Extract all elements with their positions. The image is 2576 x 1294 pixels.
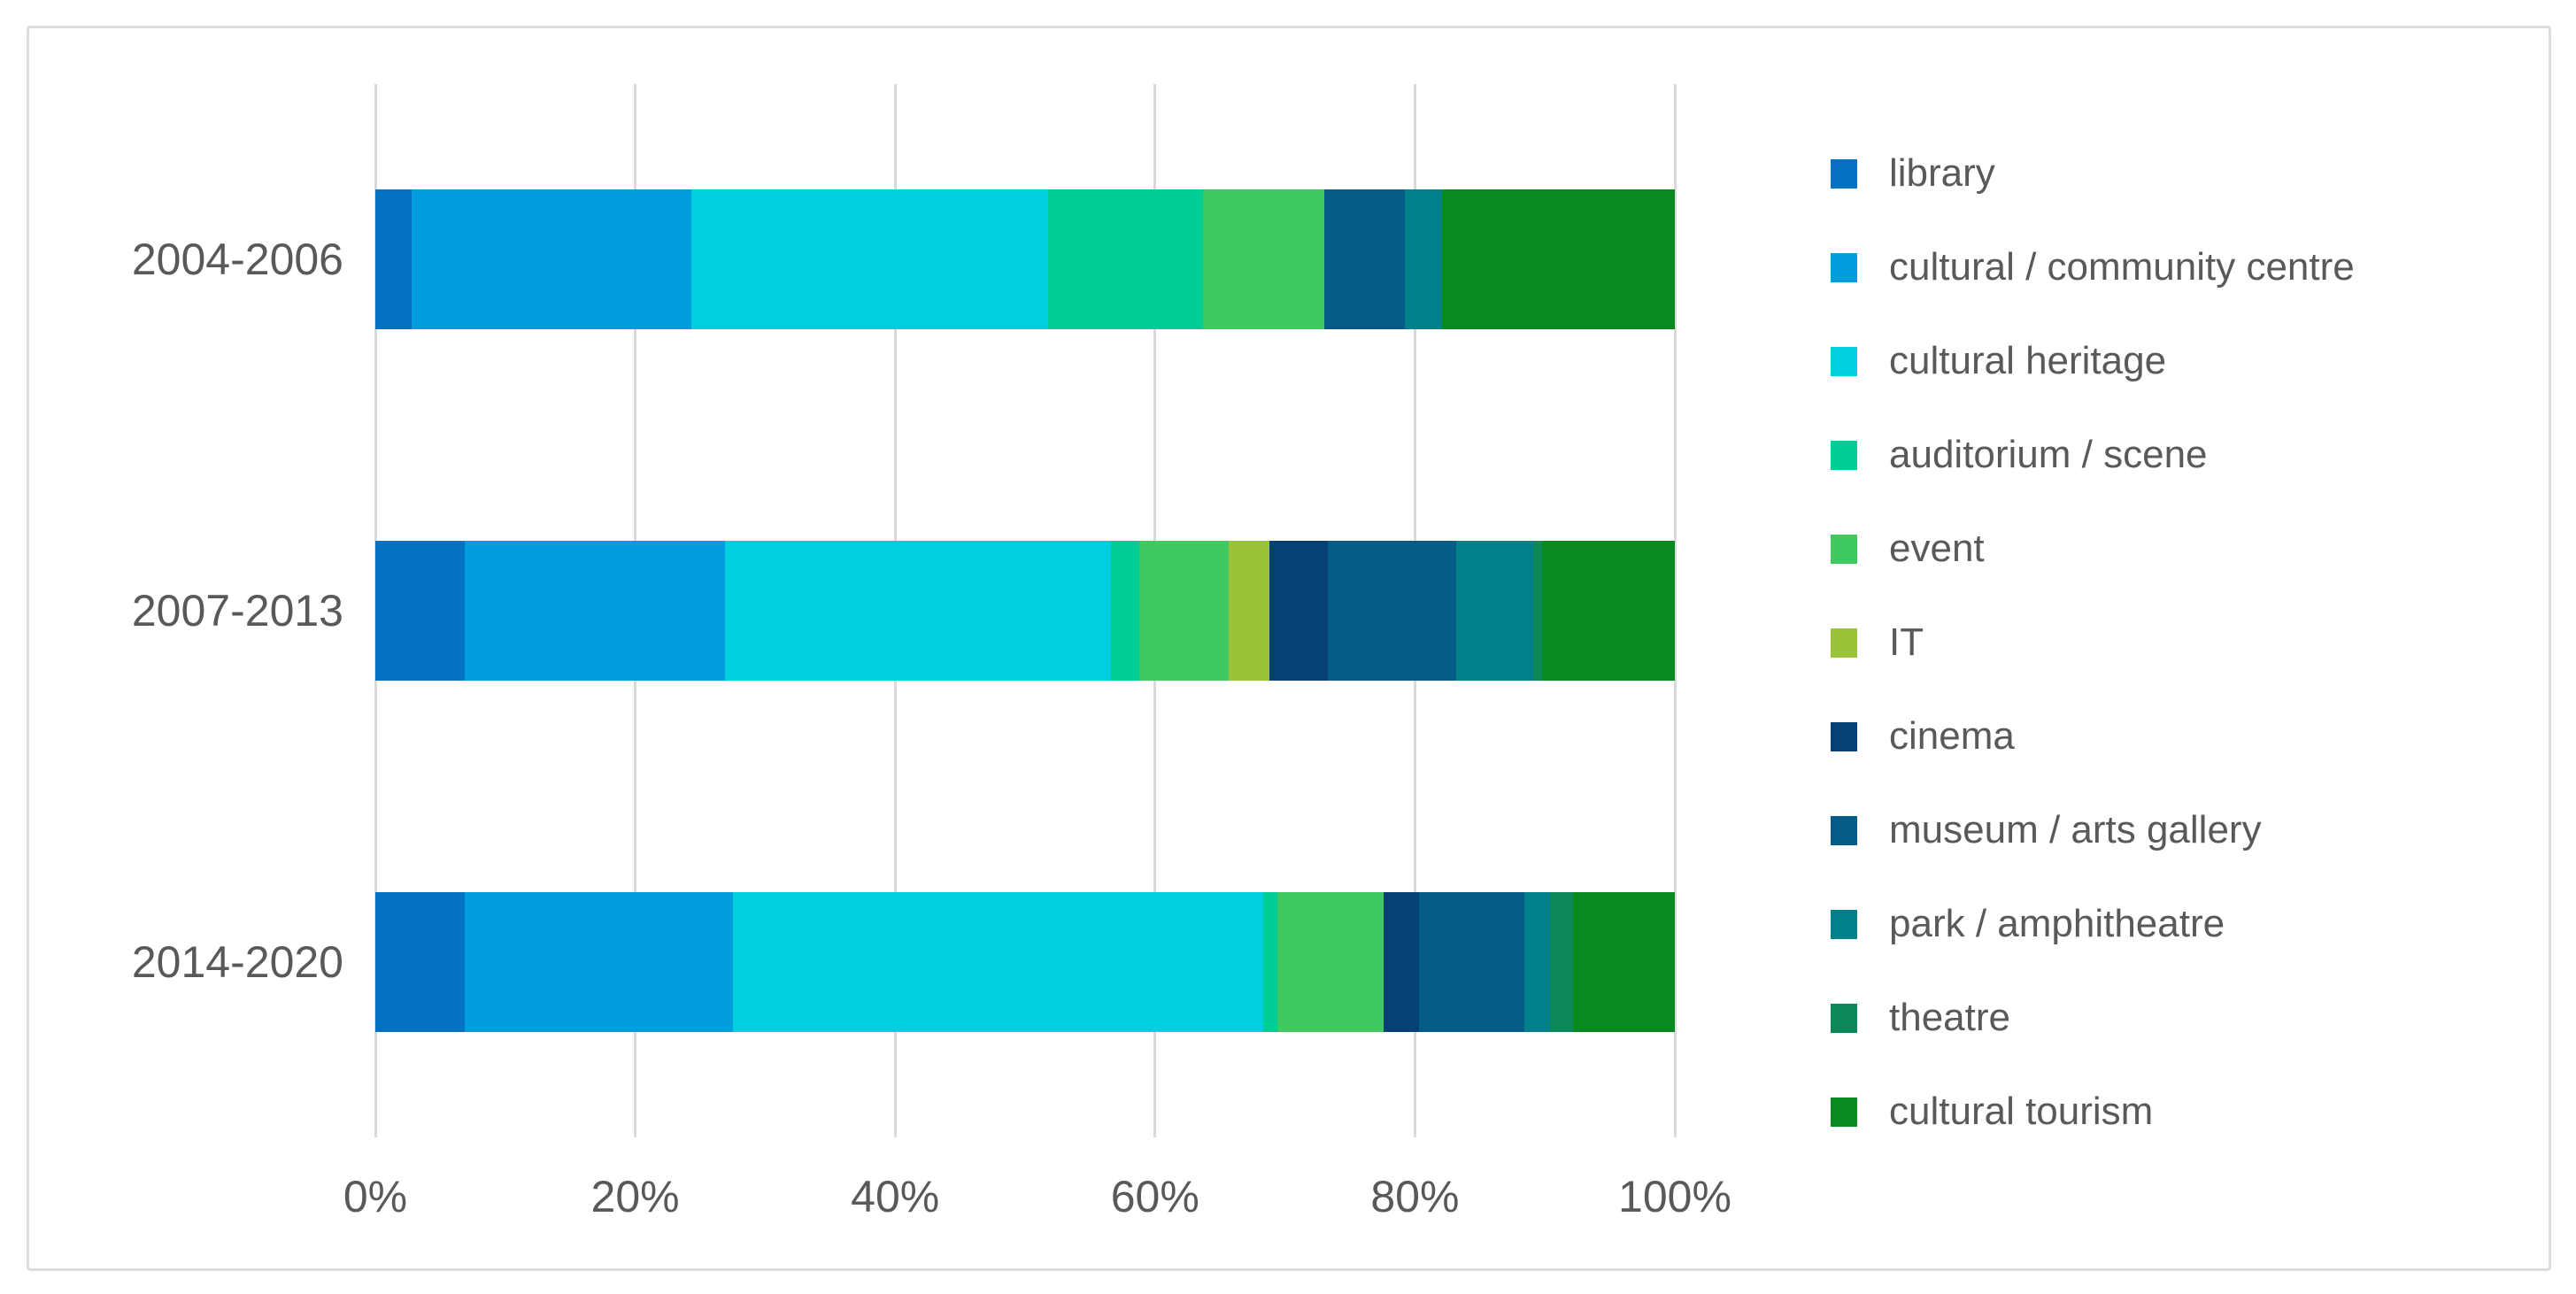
legend: library cultural / community centre cultur… (1831, 127, 2355, 1159)
legend-swatch-icon (1831, 346, 1857, 376)
legend-label: cultural tourism (1889, 1090, 2154, 1133)
legend-label: cultural / community centre (1889, 245, 2355, 289)
legend-item-park-amphitheatre: park / amphitheatre (1831, 877, 2355, 971)
bar-segment-it (1229, 541, 1269, 681)
bar-segment-auditorium-scene (1262, 891, 1277, 1032)
bar-segment-auditorium-scene (1110, 541, 1140, 681)
bar-segment-museum-arts-gallery (1327, 541, 1457, 681)
bar-segment-event (1276, 891, 1384, 1032)
legend-label: museum / arts gallery (1889, 808, 2262, 851)
legend-swatch-icon (1831, 1003, 1857, 1033)
bar-row-2007-2013 (375, 541, 1675, 681)
legend-label: IT (1889, 620, 1924, 664)
bar-segment-cultural-community-centre (465, 891, 733, 1032)
bar-segment-cultural-tourism (1573, 891, 1675, 1032)
x-axis-tick-label: 80% (1370, 1172, 1460, 1221)
x-axis-tick-label: 0% (343, 1172, 408, 1221)
legend-swatch-icon (1831, 815, 1857, 845)
legend-item-event: event (1831, 502, 2355, 596)
bar-segment-library (375, 891, 466, 1032)
bar-segment-cinema (1384, 891, 1419, 1032)
bar-segment-library (375, 541, 466, 681)
bar-segment-event (1139, 541, 1230, 681)
legend-item-cultural-tourism: cultural tourism (1831, 1065, 2355, 1159)
x-axis-tick-label: 100% (1618, 1172, 1731, 1221)
bar-segment-theatre (1532, 541, 1543, 681)
gridline-100% (1673, 84, 1677, 1137)
legend-swatch-icon (1831, 534, 1857, 564)
bar-segment-park-amphitheatre (1456, 541, 1533, 681)
bar-segment-event (1203, 189, 1324, 330)
legend-swatch-icon (1831, 158, 1857, 189)
x-axis-tick-label: 60% (1110, 1172, 1199, 1221)
legend-label: library (1889, 151, 1995, 195)
legend-item-it: IT (1831, 596, 2355, 689)
legend-item-theatre: theatre (1831, 971, 2355, 1065)
bar-segment-cultural-heritage (724, 541, 1111, 681)
legend-swatch-icon (1831, 1097, 1857, 1127)
legend-swatch-icon (1831, 440, 1857, 470)
bar-row-2004-2006 (375, 189, 1675, 330)
legend-swatch-icon (1831, 721, 1857, 751)
legend-label: cultural heritage (1889, 339, 2167, 382)
category-label-2007-2013: 2007-2013 (131, 586, 343, 635)
legend-swatch-icon (1831, 909, 1857, 939)
bar-segment-park-amphitheatre (1523, 891, 1551, 1032)
legend-item-cultural-community-centre: cultural / community centre (1831, 220, 2355, 314)
bar-segment-cinema (1269, 541, 1328, 681)
legend-item-auditorium-scene: auditorium / scene (1831, 408, 2355, 502)
legend-item-cultural-heritage: cultural heritage (1831, 314, 2355, 408)
bar-row-2014-2020 (375, 891, 1675, 1032)
bar-segment-theatre (1550, 891, 1574, 1032)
bar-segment-cultural-tourism (1442, 189, 1675, 330)
bar-segment-museum-arts-gallery (1323, 189, 1405, 330)
x-axis-tick-label: 20% (590, 1172, 680, 1221)
category-label-2004-2006: 2004-2006 (131, 235, 343, 285)
legend-label: cinema (1889, 714, 2015, 758)
legend-item-cinema: cinema (1831, 689, 2355, 783)
bar-segment-library (375, 189, 413, 330)
legend-label: theatre (1889, 996, 2010, 1039)
legend-swatch-icon (1831, 628, 1857, 658)
bar-segment-cultural-tourism (1542, 541, 1675, 681)
x-axis-tick-label: 40% (851, 1172, 940, 1221)
bar-segment-cultural-community-centre (465, 541, 725, 681)
legend-swatch-icon (1831, 252, 1857, 282)
category-label-2014-2020: 2014-2020 (131, 936, 343, 987)
legend-label: auditorium / scene (1889, 433, 2208, 476)
bar-segment-auditorium-scene (1048, 189, 1204, 330)
legend-item-library: library (1831, 127, 2355, 220)
bar-segment-cultural-heritage (690, 189, 1049, 330)
bar-segment-cultural-community-centre (412, 189, 691, 330)
bar-segment-park-amphitheatre (1404, 189, 1443, 330)
bar-segment-cultural-heritage (732, 891, 1263, 1032)
bar-segment-museum-arts-gallery (1418, 891, 1524, 1032)
legend-item-museum-arts-gallery: museum / arts gallery (1831, 783, 2355, 877)
legend-label: event (1889, 527, 1985, 570)
legend-label: park / amphitheatre (1889, 902, 2225, 945)
